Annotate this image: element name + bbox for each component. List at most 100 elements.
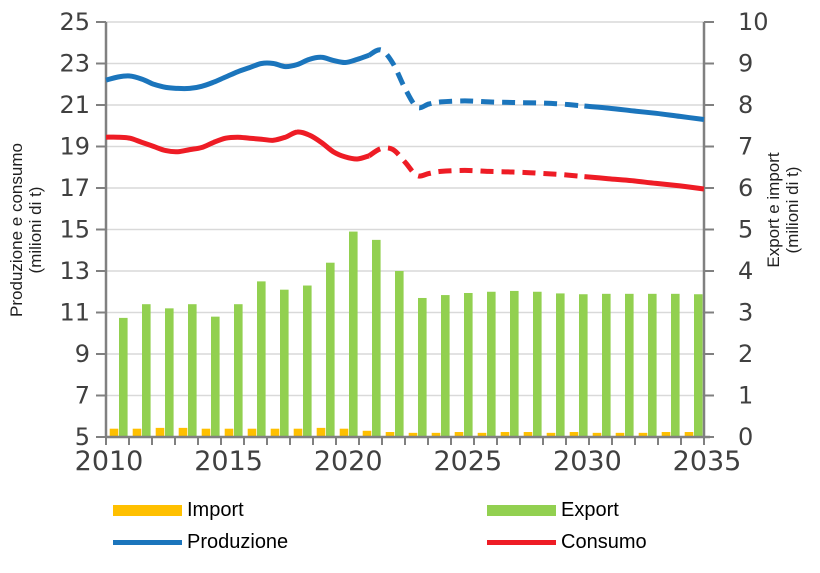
left-axis-title: Produzione e consumo (milioni di t) — [7, 20, 45, 440]
import-bar — [661, 432, 671, 437]
import-bar — [523, 432, 533, 437]
export-bar — [395, 271, 404, 437]
import-bar — [178, 427, 188, 437]
y2-axis-tick-label: 9 — [738, 50, 753, 78]
right-axis-title-line2: (milioni di t) — [783, 166, 802, 254]
y-axis-tick-label: 5 — [75, 423, 90, 451]
export-bar — [556, 293, 565, 437]
import-bar — [431, 432, 441, 437]
y-axis-tick-label: 9 — [75, 340, 90, 368]
produzione-swatch — [113, 539, 182, 545]
export-bar — [625, 293, 634, 437]
export-bar — [418, 297, 427, 437]
x-axis-tick-label: 2030 — [553, 446, 622, 477]
export-swatch — [487, 504, 556, 516]
import-bar — [408, 432, 418, 437]
y-axis-tick-label: 21 — [59, 91, 90, 119]
legend-label-export: Export — [561, 498, 619, 521]
import-swatch — [113, 504, 182, 516]
import-bar — [454, 432, 464, 437]
import-bar — [569, 432, 579, 437]
export-bar — [326, 262, 335, 437]
y-axis-tick-label: 13 — [59, 257, 90, 285]
y2-axis-tick-label: 3 — [738, 299, 753, 327]
x-axis-tick-label: 2035 — [673, 446, 742, 477]
import-bar — [201, 428, 211, 437]
x-axis-tick-label: 2010 — [75, 446, 144, 477]
export-bar — [464, 292, 473, 437]
export-bar — [234, 304, 243, 437]
left-axis-title-line1: Produzione e consumo — [7, 143, 26, 317]
export-bar — [165, 308, 174, 437]
export-bar — [441, 295, 450, 437]
y-axis-tick-label: 23 — [59, 50, 90, 78]
legend-item-import: Import — [113, 498, 244, 522]
legend-label-consumo: Consumo — [561, 530, 647, 553]
y-axis-tick-label: 15 — [59, 216, 90, 244]
y-axis-tick-label: 25 — [59, 8, 90, 36]
y2-axis-tick-label: 6 — [738, 174, 753, 202]
export-bar — [280, 289, 289, 437]
import-bar — [615, 432, 625, 437]
right-axis-title: Export e import (milioni di t) — [764, 0, 802, 420]
import-bar — [155, 427, 165, 437]
import-bar — [316, 427, 326, 437]
y-axis-tick-label: 19 — [59, 133, 90, 161]
y2-axis-tick-label: 10 — [738, 8, 769, 36]
left-axis-title-line2: (milioni di t) — [26, 186, 45, 274]
y2-axis-tick-label: 2 — [738, 340, 753, 368]
import-bar — [339, 428, 349, 437]
export-bar — [303, 285, 312, 437]
legend-item-consumo: Consumo — [487, 530, 647, 554]
consumo-line-dashed — [367, 145, 585, 180]
import-bar — [132, 428, 142, 437]
y2-axis-tick-label: 0 — [738, 423, 753, 451]
export-bar — [579, 294, 588, 437]
export-bar — [349, 231, 358, 437]
export-bar — [372, 239, 381, 437]
export-bar — [602, 293, 611, 437]
y2-axis-tick-label: 1 — [738, 382, 753, 410]
right-axis-title-line1: Export e import — [764, 152, 783, 268]
export-bar — [188, 304, 197, 437]
export-bar — [648, 293, 657, 437]
y2-axis-tick-label: 7 — [738, 133, 753, 161]
import-bar — [247, 428, 257, 437]
legend-label-import: Import — [187, 498, 244, 521]
export-bar — [510, 290, 519, 437]
produzione-line-solid — [105, 52, 370, 92]
x-axis-tick-label: 2015 — [194, 446, 263, 477]
y-axis-tick-label: 11 — [59, 299, 90, 327]
y2-axis-tick-label: 4 — [738, 257, 753, 285]
import-bar — [109, 428, 119, 437]
export-bar — [671, 293, 680, 437]
export-bar — [487, 291, 496, 437]
produzione-line-solid — [584, 103, 705, 122]
consumo-line-solid — [584, 174, 705, 192]
export-bar — [257, 281, 266, 437]
import-bar — [270, 428, 280, 437]
import-bar — [477, 432, 487, 437]
x-axis-tick-label: 2020 — [314, 446, 383, 477]
y-axis-tick-label: 7 — [75, 382, 90, 410]
import-bar — [638, 432, 648, 437]
export-bar — [142, 304, 151, 437]
export-bar — [694, 294, 703, 437]
export-bar — [119, 317, 128, 437]
y-axis-tick-label: 17 — [59, 174, 90, 202]
consumo-swatch — [487, 539, 556, 545]
legend-item-produzione: Produzione — [113, 530, 288, 554]
import-bar — [684, 432, 694, 437]
import-bar — [362, 430, 372, 437]
legend-item-export: Export — [487, 498, 619, 522]
import-bar — [224, 428, 234, 437]
y2-axis-tick-label: 8 — [738, 91, 753, 119]
export-bar — [211, 316, 220, 437]
import-bar — [546, 432, 556, 437]
produzione-line-dashed — [367, 47, 585, 111]
import-bar — [500, 432, 510, 437]
x-axis-tick-label: 2025 — [433, 446, 502, 477]
consumo-line-solid — [105, 129, 370, 162]
export-bar — [533, 291, 542, 437]
